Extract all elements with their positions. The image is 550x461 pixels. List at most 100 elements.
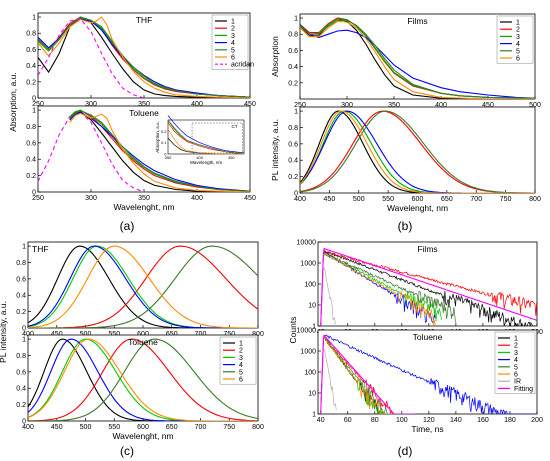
chart-d-bottom: 40 60 80 100 120 140 160 180 200 1 10 100 1000 10000 T… [297,328,543,435]
inset-y-axis-label: Absorption, a.u. [155,121,160,153]
x-tick-label: 550 [108,424,120,431]
x-tick-label: 800 [252,331,264,338]
legend-label-3: 3 [514,350,518,357]
x-tick-label: 450 [244,195,256,202]
legend-label-3: 3 [239,355,243,362]
y-tick-label: 0.2 [288,174,298,181]
y-tick-label: 0.6 [26,47,36,54]
y-axis-label: PL intensity, a.u. [0,301,8,363]
legend-label-4: 4 [516,41,520,48]
y-tick-label: 1 [22,244,26,251]
x-tick-label: 600 [412,196,424,203]
chart-title: Toluene [128,337,158,347]
series-line-ir [320,267,337,326]
inset-x-tick-label: 400 [196,155,203,160]
series-line-6 [300,20,535,99]
legend-label-5: 5 [514,364,518,371]
inset-chart: 350 400 450 0 0.1 0.2 CT Wavelength, nm Absorpti… [154,115,248,166]
x-tick-label: 60 [344,417,352,424]
legend-label-2: 2 [514,343,518,350]
y-tick-label: 10 [308,391,316,398]
y-tick-label: 10000 [297,328,317,335]
x-tick-label: 450 [482,102,494,109]
x-tick-label: 250 [32,101,44,108]
series-line-2 [28,338,258,421]
x-tick-label: 350 [388,102,400,109]
legend-label-6: 6 [514,372,518,379]
x-tick-label: 300 [341,102,353,109]
x-tick-label: 450 [244,101,256,108]
y-tick-label: 0.6 [16,276,26,283]
series-line-fitting [320,334,415,414]
series-line-5 [300,19,535,99]
chart-title: THF [32,244,49,254]
x-axis-label: Wavelenght, nm [113,202,174,212]
chart-title: Toluene [129,108,159,118]
series-line-6 [28,338,258,421]
y-tick-label: 1 [294,109,298,116]
legend-label-ir: IR [514,379,521,386]
series-line-6 [320,252,436,326]
y-tick-label: 1 [32,108,36,115]
y-tick-label: 0 [32,190,36,197]
series-line-6 [300,110,535,193]
x-tick-label: 300 [85,195,97,202]
x-tick-label: 700 [195,331,207,338]
legend-box [496,15,534,64]
legend-label-6: 6 [239,377,243,384]
legend-label-4: 4 [239,362,243,369]
series-line-5 [320,252,456,326]
x-tick-label: 800 [529,196,541,203]
legend-label-2: 2 [516,27,520,34]
series-line-6 [28,245,258,328]
x-tick-label: 650 [166,331,178,338]
series-line-5 [28,338,258,421]
legend-label-5: 5 [231,47,235,54]
y-tick-label: 0.8 [26,31,36,38]
series-line-3 [300,110,535,193]
x-tick-label: 40 [317,417,325,424]
legend-label-fitting: Fitting [514,386,533,393]
y-tick-label: 0.4 [26,157,36,164]
legend-label-6: 6 [231,55,235,62]
series-line-fitting [320,247,537,326]
x-tick-label: 200 [531,417,543,424]
x-tick-label: 650 [166,424,178,431]
series-line-1 [38,17,250,98]
panel-label-d: (d) [398,444,413,458]
y-tick-label: 0.2 [16,402,26,409]
y-tick-label: 0 [294,191,298,198]
chart-a-bottom: 250 300 350 400 450 0 0.2 0.4 0.6 0.8 1 Toluene Wave… [26,105,256,212]
legend-label-3: 3 [231,33,235,40]
series-line-5 [69,110,250,192]
inset-ct-region [191,122,243,154]
y-tick-label: 100 [304,282,316,289]
y-tick-label: 0.6 [288,141,298,148]
inset-annotation: CT [232,124,238,129]
chart-title: Films [417,244,437,254]
x-tick-label: 100 [396,417,408,424]
y-tick-label: 0 [22,326,26,333]
series-line-6 [69,112,250,192]
chart-d-top: 406080100120140160180200110100100010000F… [288,240,543,344]
series-line-4 [28,338,258,421]
x-tick-label: 600 [137,424,149,431]
x-tick-label: 450 [51,331,63,338]
y-tick-label: 0.4 [26,63,36,70]
series-line-acridan [38,18,145,98]
x-tick-label: 350 [138,101,150,108]
legend-label-5: 5 [239,369,243,376]
series-line-1 [320,250,537,326]
y-tick-label: 0.6 [26,140,36,147]
chart-a-top: 250 300 350 400 450 0 0.2 0.4 0.6 0.8 1 THF Absorpti… [8,12,256,132]
legend-label-2: 2 [239,348,243,355]
legend-label-1: 1 [239,341,243,348]
legend-label-1: 1 [514,336,518,343]
y-tick-label: 0.4 [16,293,26,300]
x-tick-label: 300 [85,101,97,108]
x-tick-label: 250 [32,195,44,202]
plot-frame [27,334,259,422]
x-tick-label: 700 [195,424,207,431]
legend-label-4: 4 [514,357,518,364]
